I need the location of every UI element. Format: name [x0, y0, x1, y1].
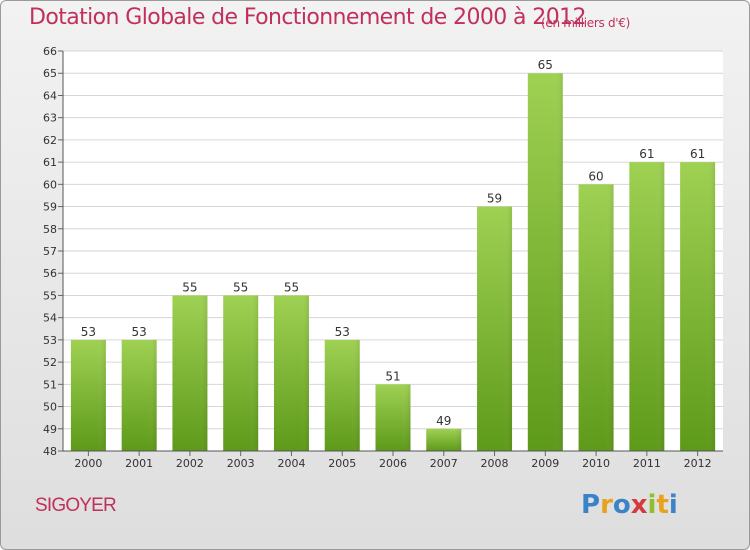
x-tick-label: 2000 [74, 457, 102, 470]
bar-shade [223, 295, 259, 451]
logo-letter: t [656, 490, 669, 520]
commune-name: SIGOYER [35, 495, 117, 516]
logo-letter: i [668, 490, 678, 520]
x-tick-label: 2008 [481, 457, 509, 470]
bar-shade [629, 162, 665, 451]
bar-shade [70, 339, 106, 451]
data-label: 55 [182, 280, 197, 294]
x-tick-label: 2001 [125, 457, 153, 470]
y-tick-label: 49 [43, 423, 57, 436]
bar-shade [680, 162, 716, 451]
data-label: 49 [436, 414, 451, 428]
y-tick-label: 59 [43, 201, 57, 214]
y-tick-label: 57 [43, 245, 57, 258]
bar-shade [477, 206, 513, 451]
y-tick-label: 56 [43, 267, 57, 280]
x-tick-label: 2002 [176, 457, 204, 470]
y-tick-label: 66 [43, 45, 57, 58]
y-tick-label: 50 [43, 401, 57, 414]
data-label: 53 [335, 325, 350, 339]
proxiti-logo: Proxiti [581, 490, 678, 520]
x-tick-label: 2007 [430, 457, 458, 470]
x-tick-label: 2006 [379, 457, 407, 470]
bar-shade [527, 73, 563, 451]
data-label: 51 [385, 369, 400, 383]
data-label: 61 [690, 147, 705, 161]
logo-letter: r [600, 490, 613, 520]
data-label: 65 [538, 58, 553, 72]
data-label: 55 [233, 280, 248, 294]
x-tick-label: 2010 [582, 457, 610, 470]
x-tick-label: 2003 [227, 457, 255, 470]
y-tick-label: 58 [43, 223, 57, 236]
logo-letter: i [647, 490, 657, 520]
bar-shade [375, 384, 411, 451]
y-tick-label: 65 [43, 67, 57, 80]
bar-shade [121, 339, 157, 451]
y-tick-label: 63 [43, 112, 57, 125]
x-tick-label: 2004 [277, 457, 305, 470]
y-tick-label: 48 [43, 445, 57, 458]
y-tick-label: 55 [43, 289, 57, 302]
x-tick-label: 2012 [684, 457, 712, 470]
logo-letter: x [630, 490, 648, 520]
x-tick-label: 2005 [328, 457, 356, 470]
data-label: 53 [81, 325, 96, 339]
bar-shade [578, 184, 614, 452]
data-label: 53 [132, 325, 147, 339]
data-label: 61 [639, 147, 654, 161]
logo-letter: o [612, 490, 631, 520]
y-tick-label: 52 [43, 356, 57, 369]
x-tick-label: 2009 [531, 457, 559, 470]
x-tick-label: 2011 [633, 457, 661, 470]
y-tick-label: 53 [43, 334, 57, 347]
y-tick-label: 54 [43, 312, 57, 325]
y-tick-label: 60 [43, 178, 57, 191]
unit-note: (en milliers d'€) [541, 16, 631, 30]
data-label: 59 [487, 192, 502, 206]
bar-shade [172, 295, 208, 451]
bar-shade [273, 295, 309, 451]
y-tick-label: 61 [43, 156, 57, 169]
logo-letter: P [581, 490, 601, 520]
data-label: 60 [588, 169, 603, 183]
bar-shade [426, 428, 462, 451]
chart-title: Dotation Globale de Fonctionnement de 20… [29, 5, 587, 30]
bar-shade [324, 339, 360, 451]
y-tick-label: 64 [43, 89, 57, 102]
data-label: 55 [284, 280, 299, 294]
y-tick-label: 51 [43, 378, 57, 391]
y-tick-label: 62 [43, 134, 57, 147]
